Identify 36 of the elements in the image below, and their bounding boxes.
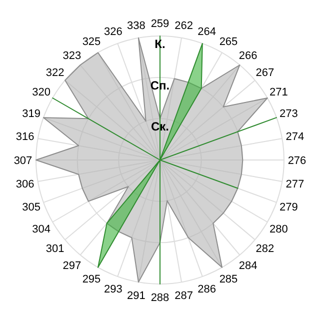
- spoke-label: 280: [269, 223, 288, 236]
- spoke-label: 266: [238, 50, 258, 62]
- spoke-label: 265: [219, 36, 238, 48]
- spoke-label: 259: [150, 18, 170, 30]
- spoke-label: 319: [22, 108, 40, 120]
- spoke-label: 304: [32, 223, 51, 236]
- spoke-label: 322: [46, 66, 64, 79]
- spoke-label: 323: [62, 50, 82, 62]
- spoke-label: 293: [104, 284, 122, 296]
- spoke-label: 306: [16, 178, 34, 191]
- spoke-label: 316: [16, 131, 34, 144]
- spoke-label: 295: [82, 273, 101, 286]
- spoke-label: 291: [127, 290, 146, 302]
- spoke-label: 297: [62, 260, 82, 272]
- spoke-label: 282: [256, 242, 274, 255]
- spoke-label: 262: [174, 20, 193, 32]
- spoke-label: 276: [288, 154, 306, 167]
- spoke-label: 301: [46, 242, 64, 255]
- spoke-label: 284: [238, 260, 258, 272]
- spoke-label: 288: [150, 292, 170, 304]
- spoke-label: 305: [22, 202, 40, 214]
- spoke-label: 274: [286, 131, 304, 144]
- spoke-label: 271: [269, 86, 288, 98]
- spoke-label: 273: [280, 108, 298, 120]
- spoke-label: 264: [198, 26, 216, 38]
- spoke-label: 338: [127, 20, 146, 32]
- spoke-label: 277: [286, 178, 304, 191]
- spoke-label: 279: [280, 202, 298, 214]
- spoke-label: 267: [256, 66, 274, 79]
- spoke-label: 287: [174, 290, 193, 302]
- spoke-label: 320: [32, 86, 51, 98]
- spoke-label: 307: [14, 154, 32, 167]
- spoke-label: 286: [198, 284, 216, 296]
- spoke-label: 285: [219, 273, 238, 286]
- spoke-label: 325: [82, 36, 101, 48]
- spoke-label: 326: [104, 26, 122, 38]
